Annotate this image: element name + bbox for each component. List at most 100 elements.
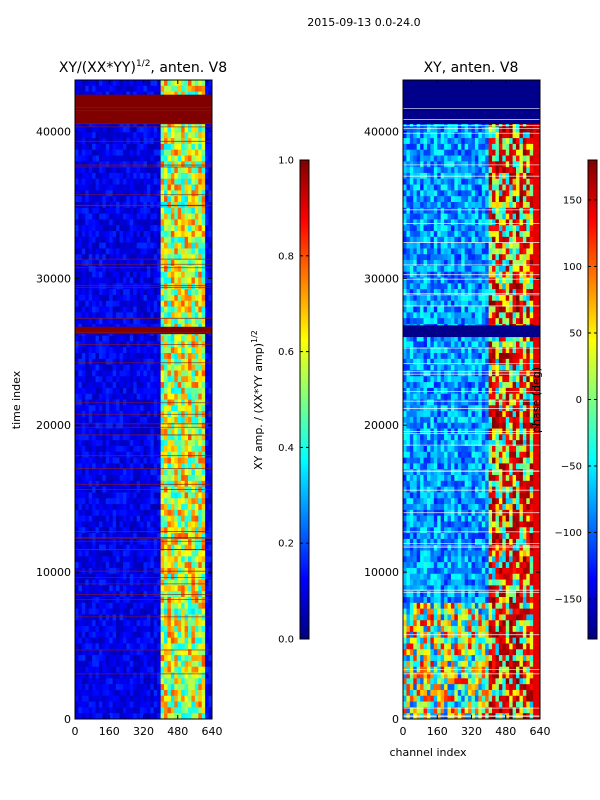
- heatmap-cell: [208, 393, 213, 400]
- heatmap-cell: [98, 289, 103, 296]
- y-axis-label: time index: [10, 370, 23, 429]
- heatmap-cell: [512, 126, 517, 133]
- heatmap-cell: [160, 335, 165, 342]
- heatmap-cell: [170, 631, 175, 639]
- heatmap-cell: [88, 335, 93, 342]
- heatmap-cell: [184, 149, 189, 156]
- heatmap-cell: [109, 178, 114, 185]
- heatmap-cell: [160, 242, 165, 249]
- heatmap-cell: [133, 655, 138, 662]
- heatmap-cell: [81, 143, 86, 151]
- heatmap-cell: [198, 242, 203, 249]
- heatmap-cell: [184, 248, 189, 255]
- heatmap-cell: [509, 126, 513, 133]
- heatmap-cell: [208, 509, 213, 517]
- heatmap-cell: [116, 585, 120, 592]
- heatmap-cell: [116, 672, 120, 679]
- heatmap-cell: [116, 132, 120, 139]
- heatmap-cell: [164, 672, 168, 679]
- heatmap-cell: [174, 416, 179, 424]
- heatmap-cell: [191, 289, 196, 296]
- heatmap-cell: [109, 445, 114, 453]
- heatmap-cell: [208, 260, 213, 267]
- heatmap-cell: [75, 428, 79, 435]
- heatmap-cell: [112, 405, 117, 412]
- heatmap-cell: [205, 242, 209, 249]
- heatmap-cell: [98, 533, 103, 540]
- heatmap-cell: [157, 504, 162, 511]
- heatmap-cell: [433, 138, 438, 145]
- heatmap-cell: [205, 550, 209, 557]
- heatmap-cell: [174, 126, 179, 133]
- heatmap-cell: [201, 533, 206, 540]
- heatmap-cell: [140, 713, 144, 720]
- heatmap-cell: [191, 672, 196, 679]
- heatmap-cell: [201, 713, 206, 720]
- heatmap-cell: [126, 85, 131, 93]
- heatmap-cell: [522, 126, 527, 133]
- heatmap-cell: [133, 509, 138, 517]
- heatmap-cell: [150, 492, 155, 499]
- heatmap-cell: [85, 626, 90, 633]
- heatmap-cell: [112, 672, 117, 679]
- heatmap-cell: [112, 225, 117, 232]
- heatmap-cell: [160, 695, 165, 702]
- heatmap-cell: [194, 626, 199, 633]
- heatmap-cell: [164, 713, 168, 720]
- heatmap-cell: [133, 207, 138, 215]
- heatmap-cell: [140, 504, 144, 511]
- heatmap-cell: [146, 440, 151, 447]
- heatmap-cell: [188, 434, 192, 441]
- heatmap-cell: [116, 538, 120, 546]
- heatmap-cell: [105, 637, 110, 644]
- heatmap-cell: [129, 521, 134, 528]
- heatmap-cell: [75, 260, 79, 267]
- heatmap-cell: [146, 649, 151, 656]
- heatmap-cell: [164, 271, 168, 278]
- heatmap-cell: [164, 167, 168, 174]
- heatmap-cell: [140, 626, 144, 633]
- heatmap-cell: [153, 387, 158, 395]
- heatmap-cell: [194, 393, 199, 400]
- heatmap-cell: [164, 585, 168, 592]
- heatmap-cell: [105, 475, 110, 482]
- heatmap-cell: [75, 370, 79, 377]
- heatmap-cell: [92, 353, 96, 360]
- heatmap-cell: [136, 196, 141, 203]
- heatmap-cell: [143, 213, 148, 220]
- heatmap-cell: [102, 701, 107, 708]
- heatmap-cell: [167, 695, 172, 702]
- heatmap-cell: [95, 678, 100, 685]
- heatmap-cell: [194, 167, 199, 174]
- heatmap-cell: [75, 353, 79, 360]
- heatmap-cell: [119, 620, 124, 627]
- heatmap-cell: [191, 666, 196, 673]
- heatmap-cell: [116, 364, 120, 371]
- heatmap-cell: [102, 498, 107, 505]
- heatmap-cell: [88, 550, 93, 557]
- heatmap-cell: [122, 521, 127, 528]
- heatmap-cell: [126, 678, 131, 685]
- heatmap-cell: [188, 271, 192, 278]
- heatmap-cell: [119, 608, 124, 615]
- heatmap-cell: [191, 469, 196, 476]
- heatmap-cell: [205, 161, 209, 168]
- heatmap-cell: [181, 504, 185, 511]
- heatmap-cell: [78, 608, 83, 615]
- heatmap-cell: [102, 666, 107, 673]
- heatmap-cell: [143, 405, 148, 412]
- heatmap-cell: [136, 364, 141, 371]
- heatmap-cell: [201, 236, 206, 244]
- heatmap-cell: [140, 498, 144, 505]
- heatmap-cell: [194, 707, 199, 714]
- heatmap-cell: [98, 422, 103, 429]
- heatmap-cell: [136, 521, 141, 528]
- heatmap-cell: [105, 713, 110, 720]
- heatmap-cell: [174, 265, 179, 273]
- heatmap-cell: [85, 544, 90, 551]
- heatmap-cell: [122, 428, 127, 435]
- heatmap-cell: [454, 132, 459, 139]
- heatmap-cell: [109, 219, 114, 226]
- heatmap-cell: [133, 167, 138, 174]
- heatmap-cell: [129, 126, 134, 133]
